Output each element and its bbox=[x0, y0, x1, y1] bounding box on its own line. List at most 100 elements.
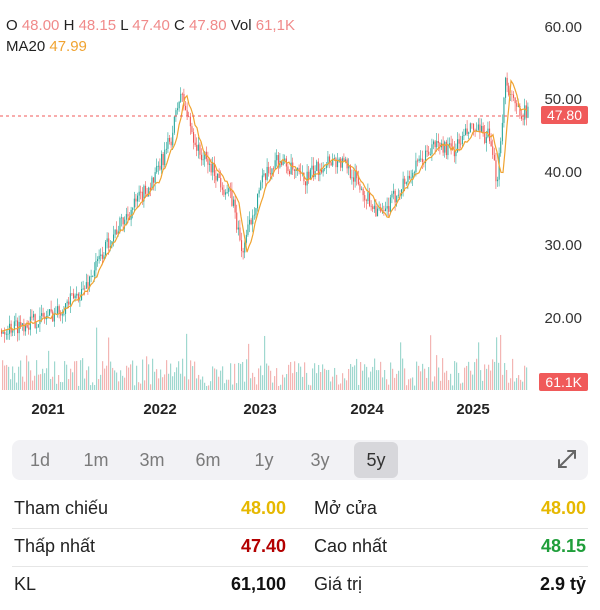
volume-bar bbox=[44, 373, 46, 390]
volume-bar bbox=[16, 382, 18, 390]
volume-bar bbox=[24, 381, 26, 390]
candle bbox=[37, 324, 39, 328]
range-3y-button[interactable]: 3y bbox=[310, 450, 330, 470]
candle bbox=[258, 187, 260, 198]
volume-bar bbox=[74, 361, 76, 390]
candle bbox=[415, 152, 417, 177]
candle bbox=[53, 307, 55, 327]
candle bbox=[223, 184, 225, 197]
volume-bar bbox=[252, 372, 254, 390]
reference-label: Tham chiếu bbox=[14, 498, 109, 518]
y-tick-label: 30.00 bbox=[544, 237, 582, 254]
price-chart[interactable]: O 48.00 H 48.15 L 47.40 C 47.80 Vol 61,1… bbox=[0, 0, 600, 432]
volume-bar bbox=[378, 370, 380, 390]
candle bbox=[343, 153, 345, 162]
volume-bar bbox=[360, 362, 362, 390]
volume-bar bbox=[422, 363, 424, 390]
volume-bar bbox=[510, 378, 512, 390]
range-1m-button[interactable]: 1m bbox=[83, 450, 109, 470]
volume-bar bbox=[242, 361, 244, 390]
volume-bar bbox=[274, 376, 276, 390]
candle bbox=[105, 239, 107, 259]
volume-bar bbox=[430, 335, 432, 390]
candle bbox=[284, 154, 286, 164]
expand-icon[interactable] bbox=[556, 448, 578, 470]
volume-bar bbox=[194, 361, 196, 390]
volume-bar bbox=[424, 368, 426, 390]
candle bbox=[156, 158, 158, 174]
candle bbox=[7, 325, 9, 340]
high-price-label: Cao nhất bbox=[314, 536, 388, 556]
ohlc-readout: O 48.00 H 48.15 L 47.40 C 47.80 Vol 61,1… bbox=[6, 17, 295, 34]
candle bbox=[274, 152, 276, 169]
volume-bar bbox=[250, 378, 252, 390]
volume-bar bbox=[326, 370, 328, 390]
candle bbox=[369, 187, 371, 208]
volume-bar bbox=[372, 366, 374, 390]
volume-bar bbox=[58, 375, 60, 390]
candles bbox=[1, 72, 529, 343]
volume-bar bbox=[56, 383, 58, 390]
volume-bar bbox=[244, 381, 246, 390]
candle bbox=[85, 273, 87, 289]
stats-row: Tham chiếu 48.00 Mở cửa 48.00 bbox=[0, 498, 600, 534]
candle bbox=[317, 158, 319, 182]
candle bbox=[279, 152, 281, 169]
volume-bar bbox=[420, 371, 422, 390]
chart-canvas[interactable] bbox=[0, 0, 600, 432]
candle bbox=[335, 156, 337, 174]
candle bbox=[322, 161, 324, 177]
candle bbox=[465, 124, 467, 136]
candle bbox=[330, 161, 332, 166]
volume-bar bbox=[458, 372, 460, 390]
candle bbox=[161, 150, 163, 174]
current-volume-badge: 61.1K bbox=[539, 373, 588, 391]
candle bbox=[185, 101, 187, 111]
range-1d-button[interactable]: 1d bbox=[29, 450, 51, 470]
candle bbox=[239, 219, 241, 242]
volume-bar bbox=[464, 367, 466, 390]
high-label: H bbox=[63, 17, 75, 34]
volume-bar bbox=[498, 362, 500, 390]
volume-bar bbox=[308, 384, 310, 390]
volume-bar bbox=[68, 379, 70, 390]
volume-bar bbox=[262, 375, 264, 390]
candle bbox=[412, 169, 414, 186]
volume-bar bbox=[412, 377, 414, 390]
volume-bar bbox=[496, 337, 498, 390]
volume-bar bbox=[6, 364, 8, 390]
volume-bar bbox=[514, 381, 516, 390]
candle bbox=[354, 163, 356, 188]
candle bbox=[252, 209, 254, 233]
volume-bar bbox=[94, 384, 96, 390]
candle bbox=[420, 150, 422, 163]
volume-bar bbox=[366, 366, 368, 390]
candle bbox=[125, 207, 127, 226]
volume-bar bbox=[382, 377, 384, 390]
range-6m-button[interactable]: 6m bbox=[195, 450, 221, 470]
volume-bar bbox=[60, 381, 62, 390]
volume-bar bbox=[462, 382, 464, 390]
range-5y-button[interactable]: 5y bbox=[354, 442, 398, 478]
range-3m-button[interactable]: 3m bbox=[139, 450, 165, 470]
candle bbox=[234, 194, 236, 219]
volume-label: Vol bbox=[230, 17, 252, 34]
volume-bar bbox=[478, 342, 480, 390]
open-value: 48.00 bbox=[21, 17, 60, 34]
candle bbox=[425, 145, 427, 171]
volume-bar bbox=[440, 380, 442, 390]
candle bbox=[324, 167, 326, 172]
volume-bar bbox=[112, 367, 114, 390]
candle bbox=[73, 288, 75, 300]
candle bbox=[103, 252, 105, 261]
candle bbox=[145, 181, 147, 198]
volume-bar bbox=[124, 377, 126, 390]
candle bbox=[90, 269, 92, 283]
candle bbox=[514, 96, 516, 112]
volume-bar bbox=[282, 374, 284, 390]
candle bbox=[5, 329, 7, 340]
volume-bar bbox=[66, 364, 68, 390]
range-1y-button[interactable]: 1y bbox=[254, 450, 274, 470]
candle bbox=[359, 181, 361, 193]
candle bbox=[492, 139, 494, 159]
